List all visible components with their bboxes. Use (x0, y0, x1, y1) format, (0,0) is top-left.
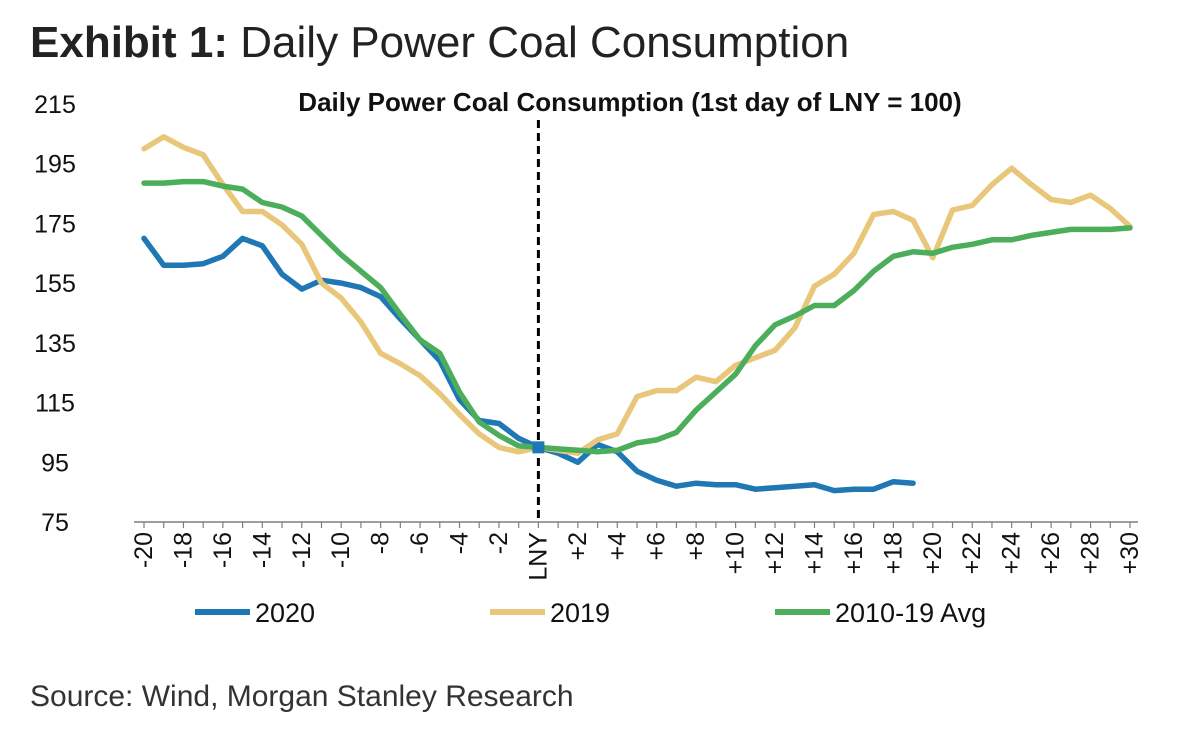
y-axis: 75 95 115 135 155 175 195 215 (34, 91, 76, 537)
x-tick-label: -4 (446, 532, 474, 554)
x-tick-label: +14 (800, 532, 828, 575)
x-tick-label: -10 (327, 532, 355, 568)
x-tick-label: +22 (958, 532, 986, 574)
x-tick-label: +24 (998, 532, 1026, 575)
series-line-2019 (141, 134, 1133, 457)
y-tick-label: 115 (35, 390, 75, 418)
x-tick-label: +10 (722, 532, 750, 574)
x-tick-label: +20 (919, 532, 947, 574)
x-axis: -20 -18 -16 -14 -12 -10 -8 -6 -4 -2 LNY +2 +4 +6 +8 +10… (130, 521, 1144, 581)
x-tick-label: -8 (367, 532, 395, 554)
x-tick-label: LNY (524, 532, 552, 581)
x-tick-label: +4 (603, 532, 631, 561)
legend-label: 2020 (255, 598, 315, 628)
x-tick-label: +8 (682, 532, 710, 561)
chart-title: Daily Power Coal Consumption (1st day of… (298, 87, 961, 117)
x-tick-label: -12 (288, 532, 316, 568)
x-tick-label: +28 (1077, 532, 1105, 574)
plot-area (141, 134, 1133, 494)
y-tick-label: 95 (41, 449, 69, 477)
series-line-2020 (141, 235, 916, 494)
x-tick-label: +18 (879, 532, 907, 574)
x-tick-label: -18 (169, 532, 197, 568)
exhibit-title-text: Daily Power Coal Consumption (240, 18, 850, 67)
exhibit-title: Exhibit 1: Daily Power Coal Consumption (30, 18, 849, 68)
x-tick-label: -20 (130, 532, 158, 568)
series-line-2010-19-avg (141, 178, 1133, 455)
y-tick-label: 195 (34, 151, 76, 179)
legend-label: 2019 (550, 598, 610, 628)
y-tick-label: 215 (34, 91, 76, 119)
lny-point-marker (532, 441, 545, 454)
x-tick-label: +6 (643, 532, 671, 561)
y-tick-label: 75 (41, 509, 69, 537)
exhibit-label: Exhibit 1: (30, 18, 229, 67)
x-tick-label: +30 (1116, 532, 1144, 574)
x-tick-label: -2 (485, 532, 513, 554)
x-tick-label: -16 (209, 532, 237, 568)
x-tick-label: -14 (248, 532, 276, 568)
legend: 2020 2019 2010-19 Avg (195, 598, 986, 628)
y-tick-label: 175 (34, 210, 76, 238)
source-note: Source: Wind, Morgan Stanley Research (30, 680, 574, 713)
y-tick-label: 155 (34, 270, 76, 298)
x-tick-label: +12 (761, 532, 789, 574)
y-tick-label: 135 (34, 330, 76, 358)
x-tick-label: +2 (564, 532, 592, 561)
x-tick-label: +16 (840, 532, 868, 574)
x-tick-label: +26 (1037, 532, 1065, 574)
x-tick-label: -6 (406, 532, 434, 554)
legend-label: 2010-19 Avg (835, 598, 986, 628)
